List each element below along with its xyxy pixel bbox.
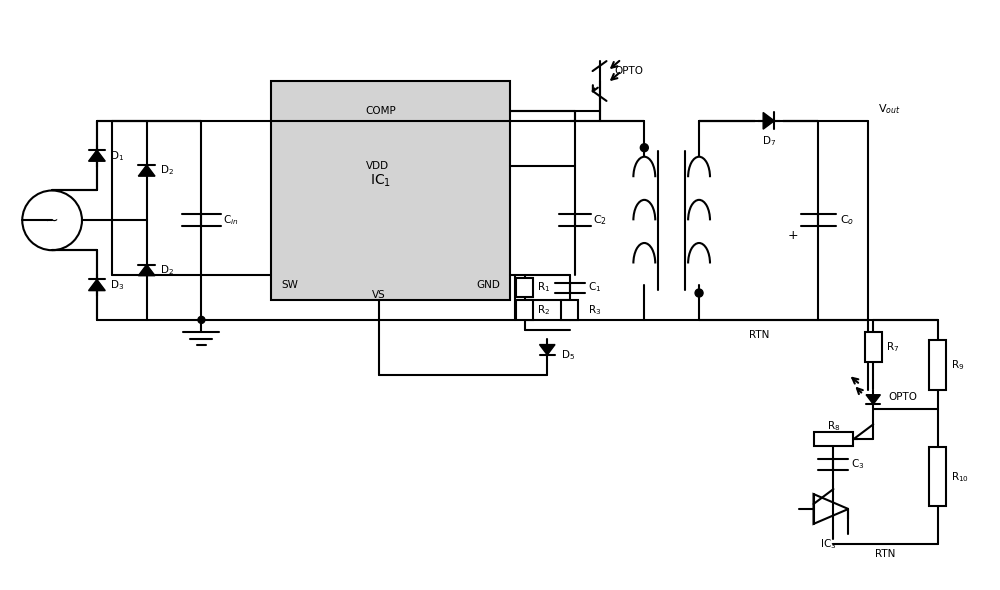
Text: D$_7$: D$_7$ [762, 134, 776, 148]
Circle shape [640, 144, 648, 152]
Text: COMP: COMP [366, 106, 396, 116]
Bar [516, 300, 533, 320]
Text: C$_o$: C$_o$ [840, 214, 855, 227]
Polygon shape [540, 345, 555, 355]
Bar [929, 340, 946, 389]
Text: RTN: RTN [875, 549, 896, 559]
Text: C$_1$: C$_1$ [588, 281, 601, 294]
Bar [561, 300, 578, 320]
Text: +: + [788, 229, 799, 242]
Polygon shape [138, 165, 155, 176]
Text: R$_1$: R$_1$ [537, 281, 550, 294]
Text: D$_3$: D$_3$ [110, 278, 124, 292]
Polygon shape [763, 113, 774, 129]
Polygon shape [89, 150, 105, 161]
Text: R$_8$: R$_8$ [827, 419, 840, 433]
Bar [929, 447, 946, 506]
Text: OPTO: OPTO [888, 392, 917, 402]
Text: D$_2$: D$_2$ [160, 263, 174, 277]
Bar [814, 432, 853, 446]
Text: R$_3$: R$_3$ [588, 303, 601, 317]
Text: GND: GND [476, 280, 500, 290]
Text: R$_{10}$: R$_{10}$ [951, 470, 969, 484]
Text: R$_7$: R$_7$ [886, 340, 899, 354]
Text: R$_9$: R$_9$ [951, 358, 964, 372]
Text: SW: SW [281, 280, 298, 290]
Text: D$_2$: D$_2$ [160, 163, 174, 178]
Bar [271, 81, 510, 300]
Polygon shape [138, 264, 155, 276]
Polygon shape [866, 395, 880, 404]
Text: C$_3$: C$_3$ [851, 457, 865, 471]
Circle shape [695, 289, 703, 297]
Text: D$_1$: D$_1$ [110, 149, 124, 163]
Text: C$_2$: C$_2$ [593, 214, 607, 227]
Text: C$_{in}$: C$_{in}$ [223, 214, 239, 227]
Text: IC$_1$: IC$_1$ [370, 172, 391, 189]
Text: OPTO: OPTO [614, 66, 643, 76]
Text: D$_5$: D$_5$ [561, 348, 575, 362]
Text: V$_{out}$: V$_{out}$ [878, 102, 901, 116]
Text: IC$_3$: IC$_3$ [820, 537, 837, 550]
Text: R$_2$: R$_2$ [537, 303, 550, 317]
Text: VS: VS [372, 290, 385, 300]
Bar [516, 277, 533, 297]
Text: RTN: RTN [749, 330, 769, 340]
Bar [865, 332, 882, 362]
Text: VDD: VDD [366, 160, 389, 171]
Polygon shape [89, 280, 105, 291]
Circle shape [198, 316, 205, 323]
Text: ~: ~ [46, 213, 58, 228]
